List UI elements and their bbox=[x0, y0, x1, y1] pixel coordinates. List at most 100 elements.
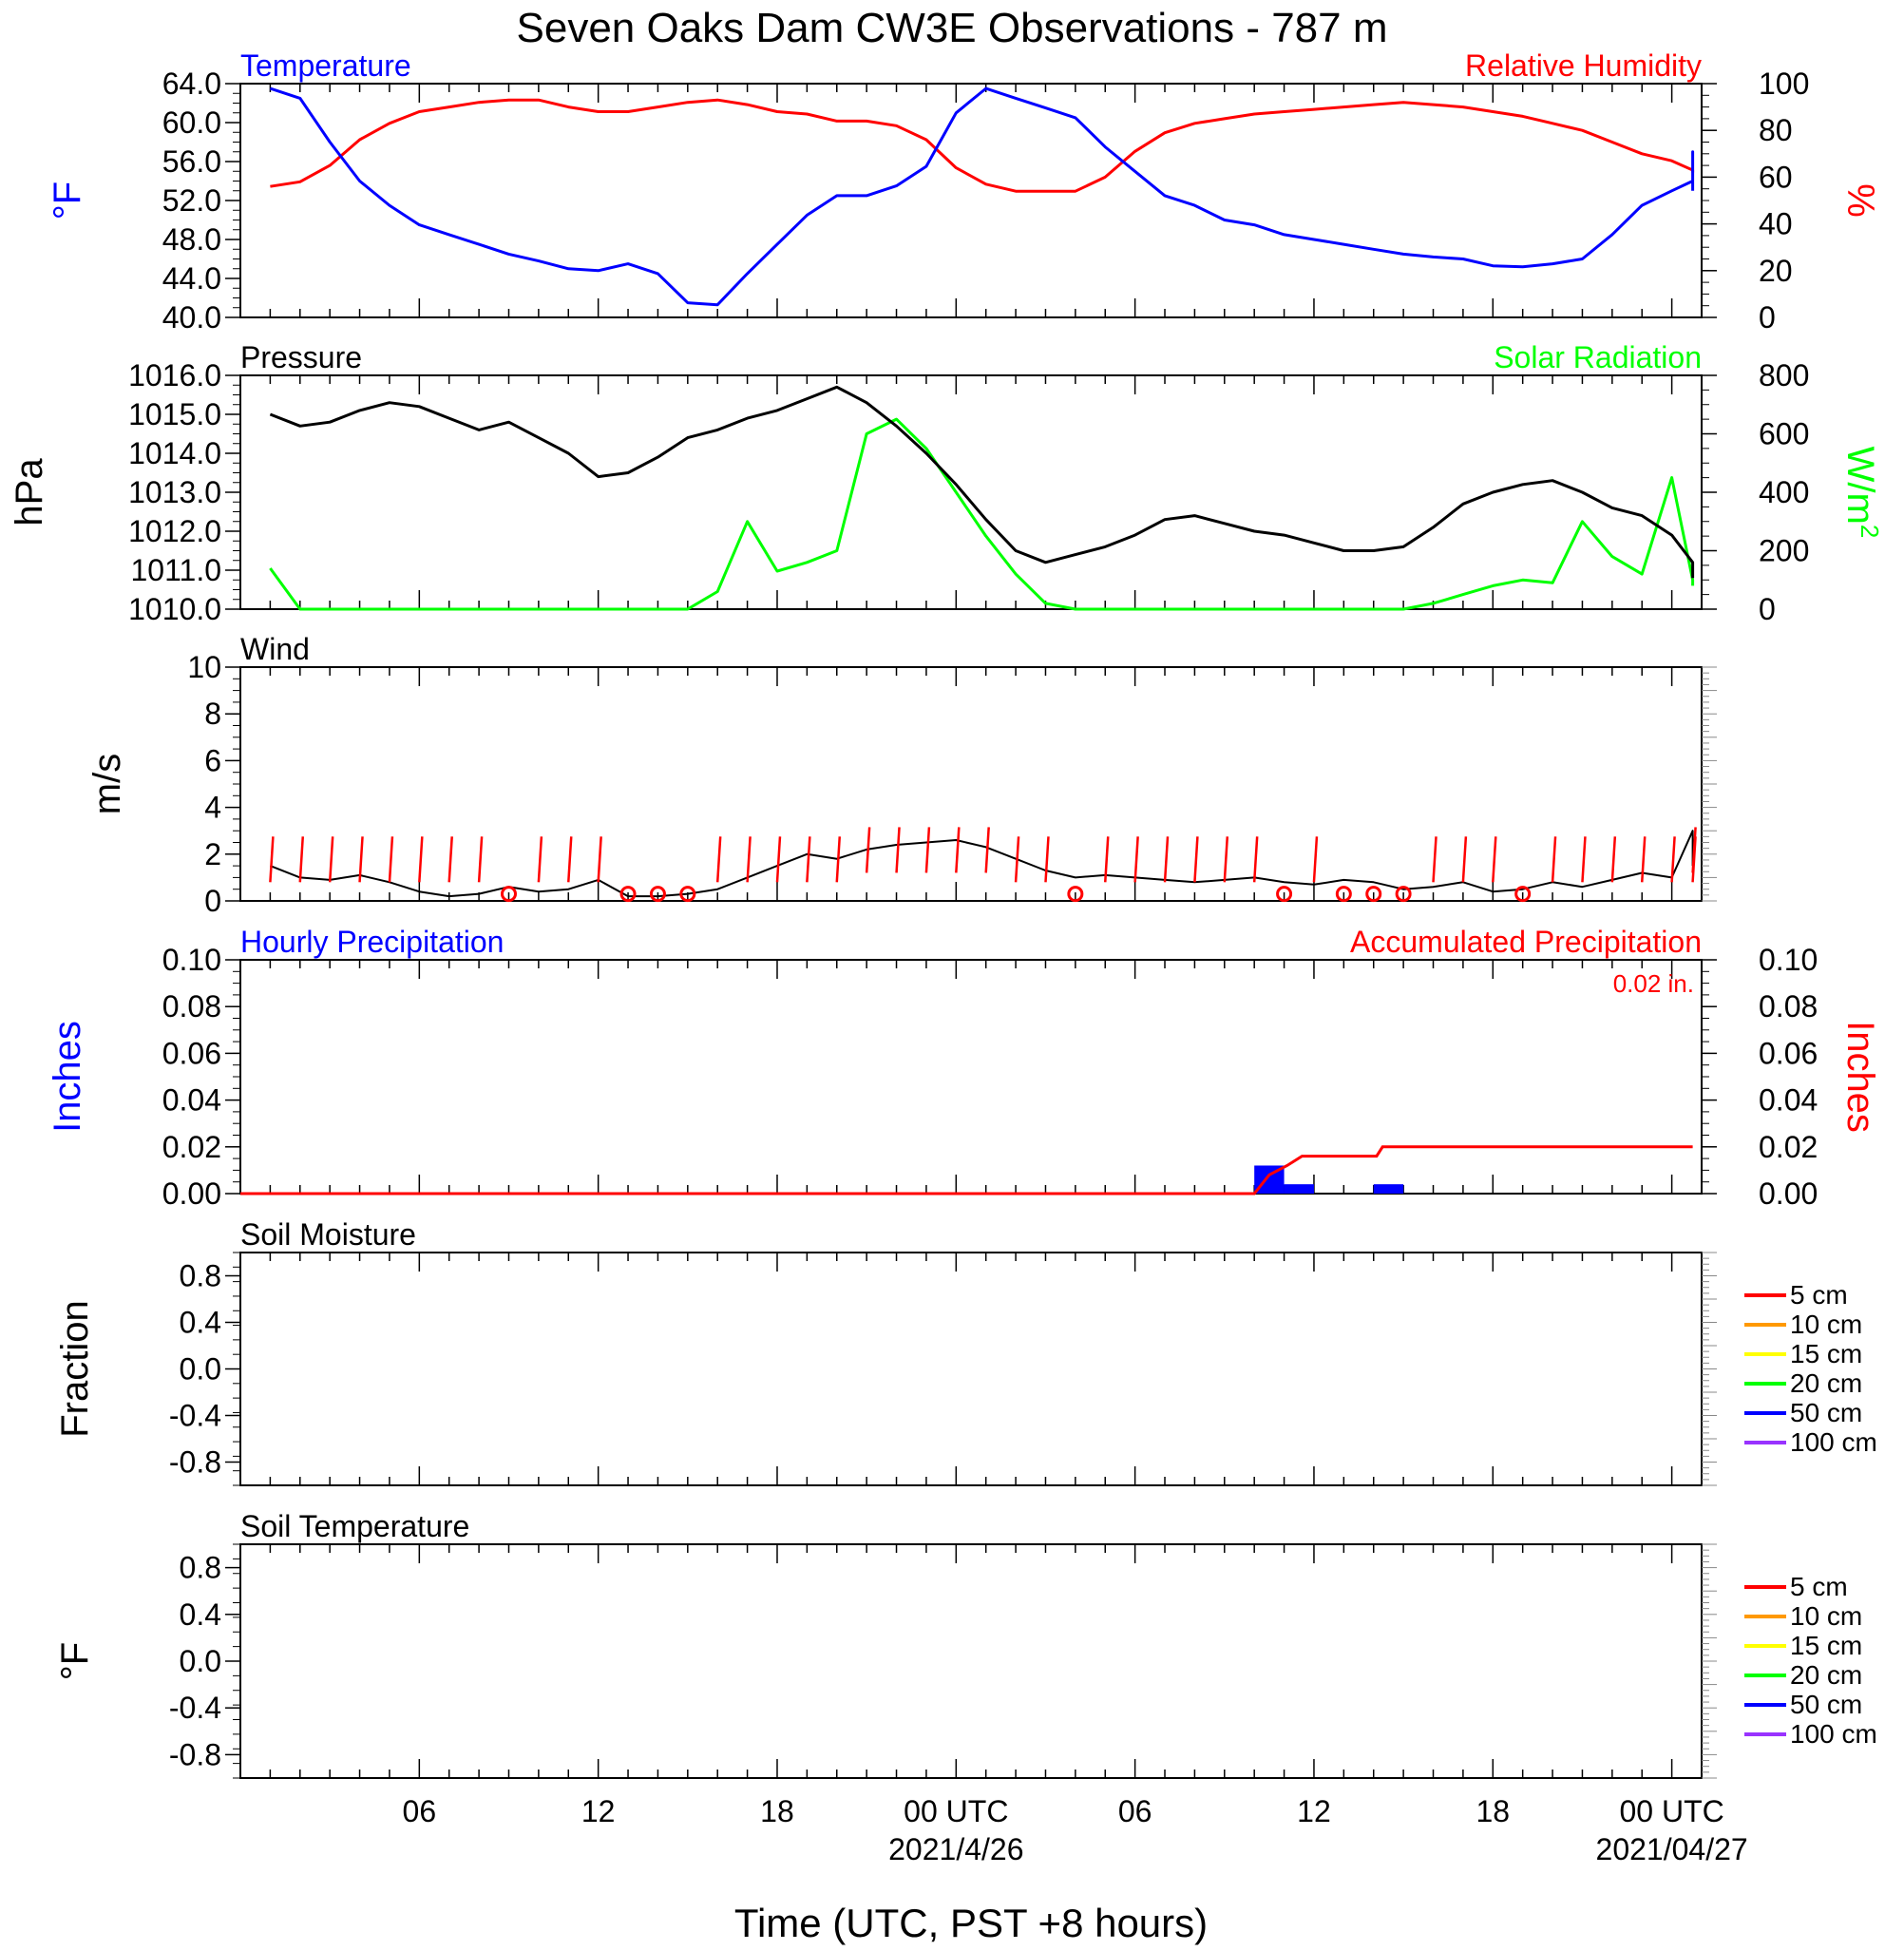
wind-barb bbox=[1133, 836, 1139, 883]
accum-precip-title: Accumulated Precipitation bbox=[1350, 925, 1702, 959]
wind-barb bbox=[1691, 836, 1697, 883]
humidity-tick-label: 40 bbox=[1759, 207, 1793, 241]
solar-tick-label: 800 bbox=[1759, 358, 1809, 392]
plot-frame bbox=[239, 374, 1703, 610]
temperature-tick-label: 40.0 bbox=[162, 300, 221, 335]
humidity-title: Relative Humidity bbox=[1465, 48, 1702, 83]
soil-temperature-title: Soil Temperature bbox=[240, 1509, 469, 1543]
wind-barb bbox=[1163, 836, 1170, 883]
soil-temperature-tick-label: 0.8 bbox=[180, 1551, 221, 1585]
calm-wind-marker bbox=[649, 886, 666, 903]
time-tick-label: 18 bbox=[1476, 1794, 1510, 1828]
accum-precip-tick-label: 0.04 bbox=[1759, 1083, 1818, 1118]
soil-temperature-tick-label: -0.8 bbox=[169, 1737, 221, 1771]
wind-barb bbox=[1312, 836, 1319, 883]
wind-barb bbox=[1640, 836, 1647, 883]
wind-barb bbox=[1432, 836, 1438, 883]
soil-temperature-axis-label: °F bbox=[54, 1642, 96, 1680]
figure-title: Seven Oaks Dam CW3E Observations - 787 m bbox=[517, 5, 1388, 51]
time-tick-label: 00 UTC bbox=[904, 1794, 1008, 1828]
pressure-tick-label: 1016.0 bbox=[128, 358, 221, 392]
legend-label: 50 cm bbox=[1790, 1690, 1862, 1719]
wind-barb bbox=[477, 836, 484, 883]
temperature-tick-label: 44.0 bbox=[162, 261, 221, 296]
wind-barb bbox=[537, 836, 543, 883]
plot-frame bbox=[239, 666, 1703, 902]
accum-precip-tick-label: 0.06 bbox=[1759, 1036, 1818, 1070]
panel-precipitation: 0.00 0.02 0.04 0.06 0.08 0.10 0.00 0.02 0.04 0.06… bbox=[47, 925, 1881, 1211]
soil-moisture-tick-label: -0.8 bbox=[169, 1445, 221, 1480]
wind-barb bbox=[388, 836, 394, 883]
wind-barb bbox=[298, 836, 305, 883]
humidity-tick-label: 0 bbox=[1759, 300, 1776, 335]
time-tick-label: 18 bbox=[760, 1794, 794, 1828]
soil-moisture-tick-label: 0.0 bbox=[180, 1352, 221, 1387]
solar-tick-label: 0 bbox=[1759, 592, 1776, 626]
calm-wind-marker bbox=[1395, 886, 1412, 903]
wind-tick-label: 2 bbox=[204, 837, 221, 871]
wind-tick-label: 10 bbox=[187, 650, 221, 684]
series-relative-humidity bbox=[270, 98, 1695, 193]
time-tick-label: 12 bbox=[581, 1794, 616, 1828]
plot-frame bbox=[239, 959, 1703, 1195]
wind-barb bbox=[328, 836, 334, 883]
humidity-axis-label: % bbox=[1839, 183, 1881, 218]
date-label: 2021/04/27 bbox=[1596, 1832, 1748, 1866]
wind-tick-label: 6 bbox=[204, 743, 221, 777]
wind-tick-label: 4 bbox=[204, 791, 221, 825]
wind-barb bbox=[447, 836, 453, 883]
legend-label: 5 cm bbox=[1790, 1572, 1848, 1601]
pressure-tick-label: 1015.0 bbox=[128, 397, 221, 431]
accum-precip-axis-label: Inches bbox=[1839, 1021, 1881, 1133]
hourly-precip-title: Hourly Precipitation bbox=[240, 925, 504, 959]
temperature-title: Temperature bbox=[240, 48, 411, 83]
calm-wind-marker bbox=[1335, 886, 1352, 903]
calm-wind-marker bbox=[1067, 886, 1084, 903]
pressure-axis-label: hPa bbox=[9, 458, 50, 526]
temperature-tick-label: 64.0 bbox=[162, 67, 221, 101]
legend-label: 100 cm bbox=[1790, 1719, 1877, 1749]
calm-wind-marker bbox=[619, 886, 637, 903]
wind-barb bbox=[924, 827, 931, 873]
soil-moisture-axis-label: Fraction bbox=[54, 1300, 96, 1438]
plot-frame bbox=[239, 1543, 1703, 1779]
wind-tick-label: 0 bbox=[204, 884, 221, 918]
wind-barb bbox=[1252, 836, 1259, 883]
wind-barb bbox=[597, 836, 602, 883]
wind-barb bbox=[895, 827, 901, 873]
accum-precip-tick-label: 0.10 bbox=[1759, 943, 1818, 977]
hourly-precip-tick-label: 0.00 bbox=[162, 1176, 221, 1211]
pressure-tick-label: 1013.0 bbox=[128, 475, 221, 509]
wind-tick-label: 8 bbox=[204, 697, 221, 731]
time-tick-label: 06 bbox=[1118, 1794, 1152, 1828]
hourly-precip-bar bbox=[1284, 1184, 1314, 1194]
series-wind bbox=[270, 830, 1694, 898]
legend-label: 5 cm bbox=[1790, 1280, 1848, 1310]
humidity-tick-label: 20 bbox=[1759, 254, 1793, 288]
humidity-tick-label: 80 bbox=[1759, 113, 1793, 147]
legend-label: 100 cm bbox=[1790, 1427, 1877, 1457]
temperature-tick-label: 48.0 bbox=[162, 222, 221, 257]
legend-label: 15 cm bbox=[1790, 1339, 1862, 1368]
wind-barb bbox=[775, 836, 782, 883]
panel-pressure-solar: 1010.0 1011.0 1012.0 1013.0 1014.0 1015.0 1016… bbox=[9, 340, 1884, 626]
pressure-tick-label: 1010.0 bbox=[128, 592, 221, 626]
wind-barb bbox=[806, 836, 811, 883]
legend-label: 15 cm bbox=[1790, 1631, 1862, 1660]
temperature-tick-label: 56.0 bbox=[162, 144, 221, 179]
soil-temperature-tick-label: 0.4 bbox=[180, 1597, 221, 1632]
plot-frame bbox=[239, 83, 1703, 318]
calm-wind-marker bbox=[679, 886, 696, 903]
wind-barb bbox=[418, 836, 424, 883]
series-pressure bbox=[269, 385, 1695, 579]
series-solar-radiation bbox=[269, 417, 1695, 611]
panel-temperature-humidity: 40.0 44.0 48.0 52.0 56.0 60.0 64.0 0 20 40 60 80 100… bbox=[47, 48, 1881, 335]
panel-soil-moisture: -0.8 -0.4 0.0 0.4 0.8 Soil Moisture Fraction 5 … bbox=[54, 1217, 1877, 1486]
wind-barb bbox=[984, 827, 990, 873]
wind-barb bbox=[358, 836, 364, 883]
legend-label: 20 cm bbox=[1790, 1368, 1862, 1398]
accum-precip-tick-label: 0.02 bbox=[1759, 1130, 1818, 1164]
